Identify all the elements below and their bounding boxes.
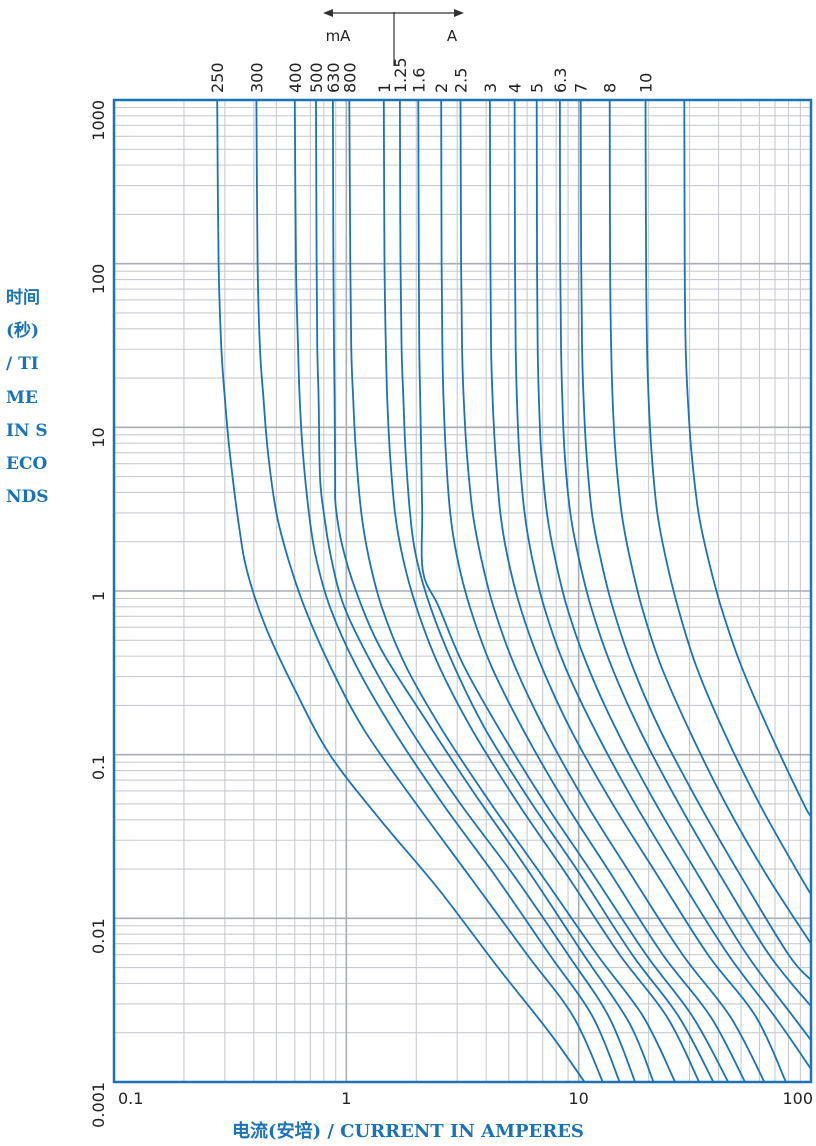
rating-label: 800 <box>340 62 359 93</box>
major-grid <box>114 100 811 1082</box>
rating-label: 300 <box>247 62 266 93</box>
unit-marker: mA A <box>323 9 464 66</box>
unit-label-ma: mA <box>326 27 352 45</box>
curve-500 <box>315 100 636 1082</box>
x-tick-labels: 0.1 1 10 100 <box>118 1089 813 1108</box>
rating-label: 7 <box>572 83 591 93</box>
arrow-left-icon <box>323 9 333 17</box>
unit-label-a: A <box>447 27 458 45</box>
arrow-right-icon <box>454 9 464 17</box>
curve-2 <box>440 100 746 1082</box>
y-tick-label: 0.01 <box>89 918 108 954</box>
curve-3 <box>489 100 787 1082</box>
x-tick-label: 100 <box>782 1089 813 1108</box>
rating-label: 1.6 <box>409 68 428 93</box>
y-tick-label: 1 <box>89 591 108 601</box>
x-tick-label: 10 <box>568 1089 588 1108</box>
rating-label: 250 <box>208 62 227 93</box>
curve-2-5 <box>459 100 766 1082</box>
curve-10 <box>644 100 811 895</box>
rating-label: 5 <box>528 83 547 93</box>
curve-1-25 <box>399 100 715 1082</box>
rating-label: 1 <box>375 83 394 93</box>
curve-7 <box>579 100 811 981</box>
y-tick-label: 0.001 <box>89 1082 108 1128</box>
y-tick-labels: 1000 100 10 1 0.1 0.01 0.001 <box>89 100 108 1128</box>
rating-label: 4 <box>506 83 525 93</box>
curve-800 <box>348 100 676 1082</box>
curve-1 <box>382 100 700 1082</box>
curve-4 <box>513 100 811 1070</box>
rating-label: 400 <box>286 62 305 93</box>
rating-label: 10 <box>637 73 656 93</box>
fuse-curves <box>216 100 811 1082</box>
rating-label: 500 <box>307 62 326 93</box>
rating-label: 3 <box>481 83 500 93</box>
curve-5 <box>535 100 811 1041</box>
rating-label: 8 <box>601 83 620 93</box>
y-tick-label: 1000 <box>89 100 108 141</box>
rating-label: 2 <box>432 83 451 93</box>
curve-unlabeled <box>683 100 811 817</box>
x-tick-label: 1 <box>341 1089 351 1108</box>
y-tick-label: 100 <box>89 264 108 295</box>
curve-250 <box>216 100 586 1082</box>
curve-300 <box>255 100 604 1082</box>
curve-6-3 <box>559 100 811 1007</box>
y-axis-label: 时间(秒) / TIME IN SECONDS <box>6 288 49 508</box>
curve-1-6 <box>417 100 729 1082</box>
rating-label: 630 <box>324 62 343 93</box>
x-axis-label: 电流(安培) / CURRENT IN AMPERES <box>232 1121 584 1142</box>
rating-label: 2.5 <box>451 68 470 93</box>
plot-frame <box>112 98 813 1084</box>
y-tick-label: 10 <box>89 427 108 447</box>
y-tick-label: 0.1 <box>89 755 108 780</box>
rating-label: 1.25 <box>391 57 410 93</box>
curve-8 <box>608 100 811 945</box>
x-tick-label: 0.1 <box>118 1089 143 1108</box>
curve-400 <box>293 100 621 1082</box>
curve-630 <box>332 100 655 1082</box>
rating-label: 6.3 <box>551 68 570 93</box>
